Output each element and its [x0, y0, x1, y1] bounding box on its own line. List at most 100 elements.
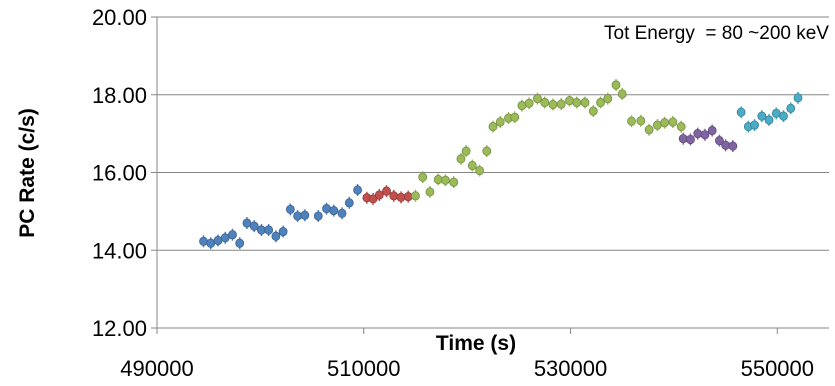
data-point [396, 192, 406, 202]
data-point [548, 99, 558, 110]
series-1 [199, 183, 362, 250]
data-point [793, 93, 803, 103]
data-point [617, 89, 627, 99]
x-axis-title: Time (s) [436, 332, 516, 355]
data-point [257, 225, 266, 235]
data-point [329, 205, 339, 216]
data-point [693, 129, 703, 139]
data-point [565, 95, 574, 106]
data-point [249, 221, 259, 231]
energy-annotation: Tot Energy = 80 ~200 keV [604, 23, 829, 44]
data-point [668, 117, 678, 127]
x-tick-label: 550000 [741, 356, 814, 381]
y-tick-label: 20.00 [92, 5, 147, 30]
data-point [300, 210, 310, 220]
data-point [199, 236, 208, 246]
data-point [603, 94, 613, 104]
data-point [242, 218, 252, 228]
data-point [271, 231, 281, 241]
data-point [264, 225, 274, 235]
data-point [353, 185, 362, 195]
data-point [293, 211, 303, 221]
data-point [517, 101, 527, 111]
data-point [206, 238, 216, 248]
data-point [636, 116, 646, 126]
data-point [467, 160, 477, 171]
data-point [588, 106, 598, 116]
data-point [456, 154, 466, 164]
data-point [322, 204, 331, 214]
data-point [344, 198, 354, 208]
data-point [728, 141, 738, 151]
data-point [676, 122, 686, 132]
data-point [374, 190, 384, 200]
data-point [482, 146, 492, 156]
data-point [235, 238, 245, 248]
data-point [721, 140, 731, 150]
y-tick-label: 12.00 [92, 316, 147, 341]
data-point [644, 125, 654, 135]
data-point [411, 191, 420, 201]
data-point [461, 146, 471, 156]
data-point [556, 99, 566, 109]
data-point [433, 174, 443, 185]
data-point [540, 97, 550, 108]
data-point [278, 226, 288, 237]
data-point [596, 97, 605, 108]
data-point [220, 233, 230, 243]
tick-label-layer: 12.00 14.00 16.00 18.00 20.00 490000 510000 530… [92, 5, 814, 381]
series-3 [411, 79, 686, 202]
data-point [786, 103, 796, 113]
data-point [572, 97, 582, 108]
x-tick-label: 530000 [534, 356, 607, 381]
data-point [580, 97, 590, 108]
data-point [285, 204, 295, 215]
data-point [495, 117, 505, 127]
data-point [389, 191, 399, 201]
data-point [418, 172, 428, 182]
data-point [213, 235, 223, 246]
y-tick-label: 14.00 [92, 238, 147, 263]
data-point [337, 208, 347, 218]
data-point [627, 116, 636, 126]
axis-layer [151, 16, 829, 334]
grid-layer [157, 16, 829, 251]
points-layer [199, 79, 803, 250]
x-tick-label: 510000 [327, 356, 400, 381]
data-point [660, 118, 670, 128]
x-tick-label: 490000 [120, 356, 193, 381]
y-tick-label: 18.00 [92, 83, 147, 108]
data-point [700, 130, 710, 140]
y-tick-label: 16.00 [92, 161, 147, 186]
data-point [707, 125, 717, 136]
y-axis-title: PC Rate (c/s) [16, 108, 39, 238]
data-point [736, 107, 746, 117]
data-point [771, 108, 781, 119]
data-point [475, 165, 484, 176]
data-point [686, 134, 695, 145]
data-point [382, 186, 391, 196]
data-point [715, 136, 724, 146]
data-point [313, 211, 323, 221]
data-point [750, 120, 759, 130]
series-2 [362, 185, 413, 205]
data-point [678, 134, 688, 144]
data-point [524, 98, 534, 108]
data-point [779, 111, 788, 121]
data-point [441, 175, 450, 185]
data-point [611, 80, 621, 90]
data-point [652, 120, 662, 130]
data-point [425, 187, 435, 197]
data-point [533, 94, 542, 104]
series-5 [736, 91, 803, 133]
series-4 [678, 124, 738, 153]
data-point [449, 177, 459, 187]
data-point [403, 192, 413, 202]
data-point [764, 115, 774, 125]
data-point [228, 230, 237, 240]
data-point [488, 122, 498, 132]
data-point [510, 112, 520, 122]
data-point [757, 111, 767, 121]
